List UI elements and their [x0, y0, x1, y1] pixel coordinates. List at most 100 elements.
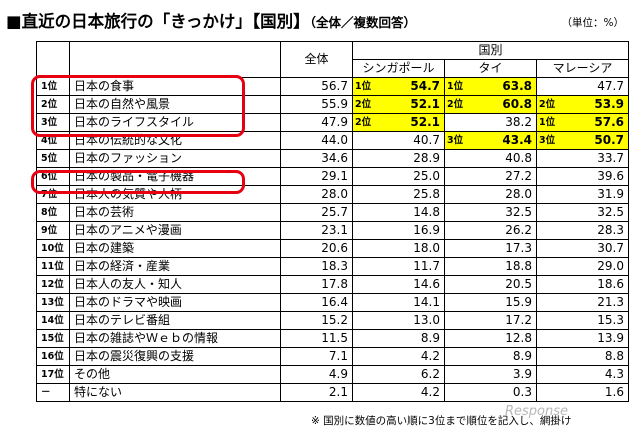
value-singapore: 14.8 [352, 203, 445, 222]
rank-position: 15位 [36, 329, 70, 348]
country-value-text: 1.6 [604, 385, 624, 399]
reason-item: 日本のドラマや映画 [69, 293, 281, 312]
country-rank-badge: 2位 [539, 99, 556, 110]
country-value-text: 17.3 [505, 241, 532, 255]
value-malaysia: 28.3 [536, 221, 629, 240]
table-row: 8位 日本の芸術 25.7 14.8 32.5 32.5 [36, 203, 629, 222]
rank-position: 14位 [36, 311, 70, 330]
value-singapore: 4.2 [352, 347, 445, 366]
country-value-text: 52.1 [410, 97, 440, 111]
reason-item: 日本のテレビ番組 [69, 311, 281, 330]
country-value-text: 57.6 [594, 115, 624, 129]
country-value-text: 21.3 [597, 295, 624, 309]
value-thailand: 12.8 [444, 329, 537, 348]
table-row: 13位 日本のドラマや映画 16.4 14.1 15.9 21.3 [36, 293, 629, 312]
country-value-text: 40.7 [413, 133, 440, 147]
overall-value: 20.6 [280, 239, 353, 258]
value-thailand: 20.5 [444, 275, 537, 294]
highlight-box-rank6 [31, 170, 245, 194]
value-malaysia: 2位 53.9 [536, 95, 629, 114]
country-value-text: 4.2 [420, 385, 440, 399]
country-value-text: 0.3 [512, 385, 532, 399]
country-value-text: 13.0 [413, 313, 440, 327]
reason-item: その他 [69, 365, 281, 384]
unit-label: （単位：%） [561, 17, 624, 29]
page-title: ■直近の日本旅行の「きっかけ」【国別】（全体／複数回答） [6, 8, 416, 32]
value-singapore: 40.7 [352, 131, 445, 150]
value-malaysia: 1.6 [536, 383, 629, 402]
overall-value: 17.8 [280, 275, 353, 294]
reason-item: 日本の経済・産業 [69, 257, 281, 276]
country-value-text: 26.2 [505, 223, 532, 237]
rank-position: 17位 [36, 365, 70, 384]
rank-position: 9位 [36, 221, 70, 240]
overall-value: 56.7 [280, 77, 353, 96]
reason-item: 日本人の友人・知人 [69, 275, 281, 294]
rank-position: 13位 [36, 293, 70, 312]
country-value-text: 8.8 [604, 349, 624, 363]
overall-value: 15.2 [280, 311, 353, 330]
overall-value: 29.1 [280, 167, 353, 186]
table-row: 9位 日本のアニメや漫画 23.1 16.9 26.2 28.3 [36, 221, 629, 240]
country-value-text: 12.8 [505, 331, 532, 345]
country-value-text: 53.9 [594, 97, 624, 111]
country-value-text: 33.7 [597, 151, 624, 165]
value-singapore: 16.9 [352, 221, 445, 240]
value-malaysia: 13.9 [536, 329, 629, 348]
reason-item: 日本のアニメや漫画 [69, 221, 281, 240]
country-value-text: 60.8 [502, 97, 532, 111]
country-value-text: 15.3 [597, 313, 624, 327]
overall-value: 18.3 [280, 257, 353, 276]
rank-position: 11位 [36, 257, 70, 276]
overall-value: 16.4 [280, 293, 353, 312]
country-value-text: 28.0 [505, 187, 532, 201]
country-value-text: 17.2 [505, 313, 532, 327]
value-malaysia: 33.7 [536, 149, 629, 168]
table-subheader-row: シンガポール タイ マレーシア [37, 59, 629, 78]
highlight-box-top3 [31, 75, 245, 137]
reason-item: 日本のライフスタイル [69, 113, 281, 132]
reason-item: 日本の建築 [69, 239, 281, 258]
value-thailand: 3位 43.4 [444, 131, 537, 150]
table-row: 11位 日本の経済・産業 18.3 11.7 18.8 29.0 [36, 257, 629, 276]
value-malaysia: 3位 50.7 [536, 131, 629, 150]
value-singapore: 11.7 [352, 257, 445, 276]
reason-item: 特にない [69, 383, 281, 402]
rank-position: 16位 [36, 347, 70, 366]
ranking-table: 全体 国別 シンガポール タイ マレーシア 1位 日本の食事 56.7 1位 54.7 1… [36, 41, 629, 402]
value-singapore: 14.1 [352, 293, 445, 312]
reason-item: 日本の雑誌やＷｅｂの情報 [69, 329, 281, 348]
value-thailand: 1位 63.8 [444, 77, 537, 96]
value-malaysia: 30.7 [536, 239, 629, 258]
overall-value: 2.1 [280, 383, 353, 402]
value-malaysia: 4.3 [536, 365, 629, 384]
value-thailand: 18.8 [444, 257, 537, 276]
table-header-row: 全体 国別 [36, 41, 629, 78]
value-singapore: 25.8 [352, 185, 445, 204]
country-value-text: 25.8 [413, 187, 440, 201]
overall-value: 44.0 [280, 131, 353, 150]
country-value-text: 47.7 [597, 79, 624, 93]
country-value-text: 40.8 [505, 151, 532, 165]
table-row: 14位 日本のテレビ番組 15.2 13.0 17.2 15.3 [36, 311, 629, 330]
table-row: 12位 日本人の友人・知人 17.8 14.6 20.5 18.6 [36, 275, 629, 294]
watermark-logo: Response [505, 404, 569, 419]
country-value-text: 11.7 [413, 259, 440, 273]
country-value-text: 8.9 [420, 331, 440, 345]
country-value-text: 6.2 [420, 367, 440, 381]
header-country-singapore: シンガポール [352, 59, 445, 78]
title-text: ■直近の日本旅行の「きっかけ」【国別】 [6, 12, 310, 31]
value-thailand: 0.3 [444, 383, 537, 402]
value-singapore: 4.2 [352, 383, 445, 402]
value-malaysia: 1位 57.6 [536, 113, 629, 132]
country-value-text: 28.3 [597, 223, 624, 237]
header-country-malaysia: マレーシア [536, 59, 629, 78]
table-row: 10位 日本の建築 20.6 18.0 17.3 30.7 [36, 239, 629, 258]
table-row: 17位 その他 4.9 6.2 3.9 4.3 [36, 365, 629, 384]
table-row: 16位 日本の震災復興の支援 7.1 4.2 8.9 8.8 [36, 347, 629, 366]
country-value-text: 30.7 [597, 241, 624, 255]
title-subtitle: （全体／複数回答） [309, 15, 416, 30]
value-malaysia: 15.3 [536, 311, 629, 330]
value-singapore: 2位 52.1 [352, 113, 445, 132]
overall-value: 34.6 [280, 149, 353, 168]
